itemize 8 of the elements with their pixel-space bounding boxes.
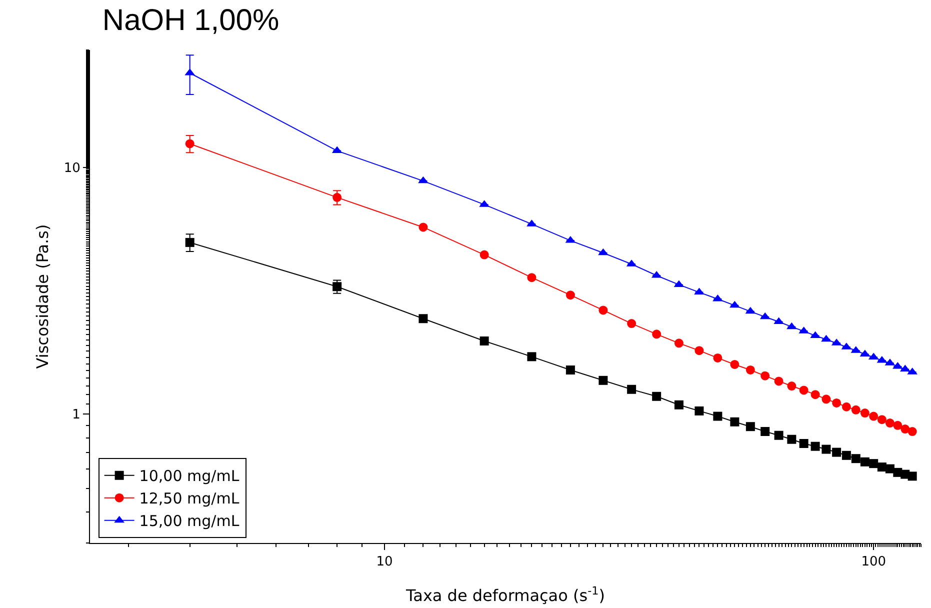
legend-label: 12,50 mg/mL [139,490,240,508]
y-tick-label: 1 [72,408,80,423]
legend-label: 15,00 mg/mL [139,512,240,530]
x-tick-label: 100 [861,554,886,570]
chart-title: NaOH 1,00% [102,4,280,38]
y-axis-title: Viscosidade (Pa.s) [33,224,52,369]
legend-label: 10,00 mg/mL [139,467,240,486]
x-axis-title: Taxa de deformaçao (s$^{-1}$) [405,584,605,605]
